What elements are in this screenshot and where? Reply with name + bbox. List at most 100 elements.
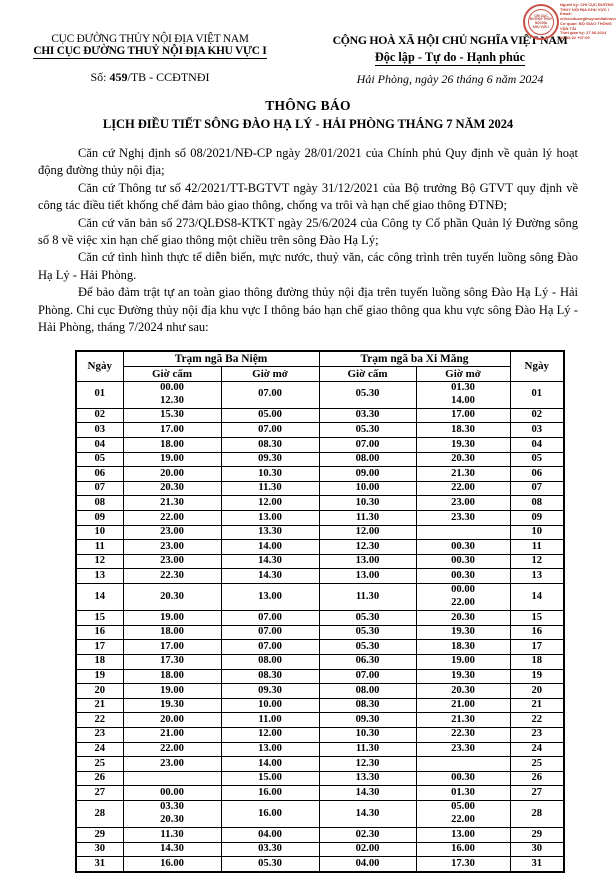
day-cell: 13	[75, 568, 124, 584]
xi-mang-closed-cell: 08.30	[318, 697, 417, 714]
xi-mang-open-cell: 22.00	[415, 480, 511, 497]
ba-niem-open-cell: 05.00	[220, 407, 320, 424]
ba-niem-closed-cell: 22.00	[122, 741, 222, 758]
text-line: Thời gian ký: 27.06.2024	[560, 30, 607, 36]
xi-mang-closed-cell: 03.30	[318, 407, 417, 424]
paragraph-legal-basis-1: Căn cứ Nghị định số 08/2021/NĐ-CP ngày 2…	[38, 146, 578, 178]
day-cell: 28	[75, 799, 124, 829]
header-row-stations: Ngày Trạm ngã Ba Niệm Trạm ngã ba Xi Măn…	[75, 350, 565, 382]
xi-mang-open-cell: 20.30	[415, 451, 511, 468]
xi-mang-closed-cell: 02.00	[318, 841, 417, 858]
day-cell: 09	[75, 510, 124, 526]
schedule-row: 23 21.00 12.00 10.30 22.30 23	[75, 726, 565, 743]
day-cell: 29	[509, 827, 565, 843]
paragraph-legal-basis-2: Căn cứ Thông tư số 42/2021/TT-BGTVT ngày…	[38, 180, 578, 213]
schedule-row: 02 15.30 05.00 03.30 17.00 02	[75, 407, 565, 424]
ba-niem-closed-cell: 21.30	[122, 495, 222, 511]
ba-niem-open-cell: 08.00	[220, 653, 320, 670]
schedule-row: 11 23.00 14.00 12.30 00.30 11	[75, 539, 565, 555]
xi-mang-open-cell: 00.30	[415, 568, 511, 584]
day-cell: 10	[509, 524, 565, 541]
day-cell: 05	[75, 451, 124, 468]
day-cell: 16	[75, 624, 124, 641]
ba-niem-closed-cell: 11.30	[122, 827, 222, 843]
day-cell: 22	[75, 712, 124, 728]
paragraph-legal-basis-3: Căn cứ văn bản số 273/QLĐS8-KTKT ngày 25…	[38, 215, 578, 248]
schedule-row: 07 20.30 11.30 10.00 22.00 07	[75, 480, 565, 497]
ba-niem-closed-cell: 21.00	[122, 726, 222, 743]
schedule-row: 16 18.00 07.00 05.30 19.30 16	[75, 624, 565, 641]
ba-niem-closed-cell: 00.00	[122, 785, 222, 801]
schedule-row: 03 17.00 07.00 05.30 18.30 03	[75, 422, 565, 439]
header-row-subcolumns: Giờ cấm Giờ mở Giờ cấm Giờ mở	[76, 366, 564, 382]
day-cell: 02	[75, 407, 124, 424]
number-suffix: /TB - CCĐTNĐI	[127, 70, 210, 84]
ba-niem-closed-cell	[122, 770, 222, 787]
ba-niem-open-cell: 08.30	[220, 437, 320, 453]
day-cell: 23	[75, 726, 124, 743]
xi-mang-open-cell: 01.30 14.00	[415, 380, 511, 409]
text-line: chicucduongthuynoidiakhuvuci	[560, 16, 616, 22]
ba-niem-open-cell: 13.30	[220, 524, 320, 541]
day-cell: 23	[509, 726, 565, 743]
xi-mang-open-cell: 22.30	[415, 726, 511, 743]
day-cell: 21	[509, 697, 565, 714]
xi-mang-open-cell: 01.30	[415, 785, 511, 801]
schedule-row: 06 20.00 10.30 09.00 21.30 06	[75, 466, 565, 482]
day-cell: 22	[509, 712, 565, 728]
schedule-row: 10 23.00 13.30 12.00 10	[75, 524, 565, 541]
text-line: CHI CỤC	[534, 13, 548, 18]
schedule-table: Ngày Trạm ngã Ba Niệm Trạm ngã ba Xi Măn…	[75, 350, 566, 873]
agency-name-text: CHI CỤC ĐƯỜNG THUỶ NỘI ĐỊA KHU VỰC I	[33, 45, 267, 59]
xi-mang-open-cell: 23.30	[415, 741, 511, 758]
document-header: CỤC ĐƯỜNG THỦY NỘI ĐỊA VIỆT NAM CHI CỤC …	[0, 0, 616, 87]
xi-mang-closed-cell: 05.30	[318, 380, 417, 409]
xi-mang-closed-cell: 14.30	[318, 785, 417, 801]
day-cell: 12	[509, 553, 565, 570]
xi-mang-closed-cell: 05.30	[318, 610, 417, 626]
issuing-agency-block: CỤC ĐƯỜNG THỦY NỘI ĐỊA VIỆT NAM CHI CỤC …	[0, 33, 300, 87]
xi-mang-open-cell: 19.00	[415, 653, 511, 670]
schedule-row: 29 11.30 04.00 02.30 13.00 29	[75, 827, 565, 843]
ba-niem-closed-cell: 19.00	[122, 683, 222, 699]
day-cell: 20	[509, 683, 565, 699]
xi-mang-open-cell: 23.30	[415, 510, 511, 526]
ba-niem-closed-cell: 22.30	[122, 568, 222, 584]
text-line: Email:	[560, 11, 573, 17]
xi-mang-closed-cell: 13.00	[318, 568, 417, 584]
ba-niem-open-cell: 09.30	[220, 451, 320, 468]
ba-niem-open-cell: 07.00	[220, 639, 320, 655]
day-cell: 17	[75, 639, 124, 655]
xi-mang-closed-cell: 11.30	[318, 510, 417, 526]
day-cell: 27	[75, 785, 124, 801]
xi-mang-open-cell: 21.30	[415, 712, 511, 728]
national-title: CỘNG HOÀ XÃ HỘI CHỦ NGHĨA VIỆT NAM	[332, 33, 568, 47]
ba-niem-open-cell: 11.00	[220, 712, 320, 728]
ba-niem-closed-cell: 20.00	[122, 712, 222, 728]
xi-mang-closed-cell: 10.30	[318, 495, 417, 511]
ba-niem-closed-cell: 23.00	[122, 756, 222, 772]
ba-niem-closed-cell: 18.00	[122, 668, 222, 685]
ba-niem-closed-cell: 23.00	[122, 553, 222, 570]
column-header-station-xi-mang: Trạm ngã ba Xi Măng	[318, 350, 511, 368]
schedule-row: 25 23.00 14.00 12.30 25	[75, 756, 565, 772]
day-cell: 28	[509, 799, 565, 829]
xi-mang-open-cell: 00.30	[415, 539, 511, 555]
xi-mang-closed-cell: 06.30	[318, 653, 417, 670]
xi-mang-closed-cell: 13.30	[318, 770, 417, 787]
xi-mang-open-cell: 05.00 22.00	[415, 799, 511, 829]
title-block: THÔNG BÁO LỊCH ĐIỀU TIẾT SÔNG ĐÀO HẠ LÝ …	[0, 98, 616, 132]
national-motto: Độc lập - Tự do - Hạnh phúc	[300, 50, 600, 66]
day-cell: 01	[509, 380, 565, 409]
place-and-date: Hải Phòng, ngày 26 tháng 6 năm 2024	[356, 72, 544, 86]
ba-niem-open-cell: 04.00	[220, 827, 320, 843]
xi-mang-closed-cell: 05.30	[318, 422, 417, 439]
subheader-open-2: Giờ mở	[415, 366, 511, 382]
ba-niem-open-cell: 03.30	[220, 841, 320, 858]
ba-niem-open-cell: 13.00	[220, 582, 320, 612]
subheader-open-1: Giờ mở	[220, 366, 320, 382]
agency-name: CHI CỤC ĐƯỜNG THUỶ NỘI ĐỊA KHU VỰC I	[0, 45, 300, 59]
ba-niem-closed-cell: 17.00	[122, 422, 222, 439]
ba-niem-open-cell: 14.00	[220, 539, 320, 555]
day-cell: 12	[75, 553, 124, 570]
